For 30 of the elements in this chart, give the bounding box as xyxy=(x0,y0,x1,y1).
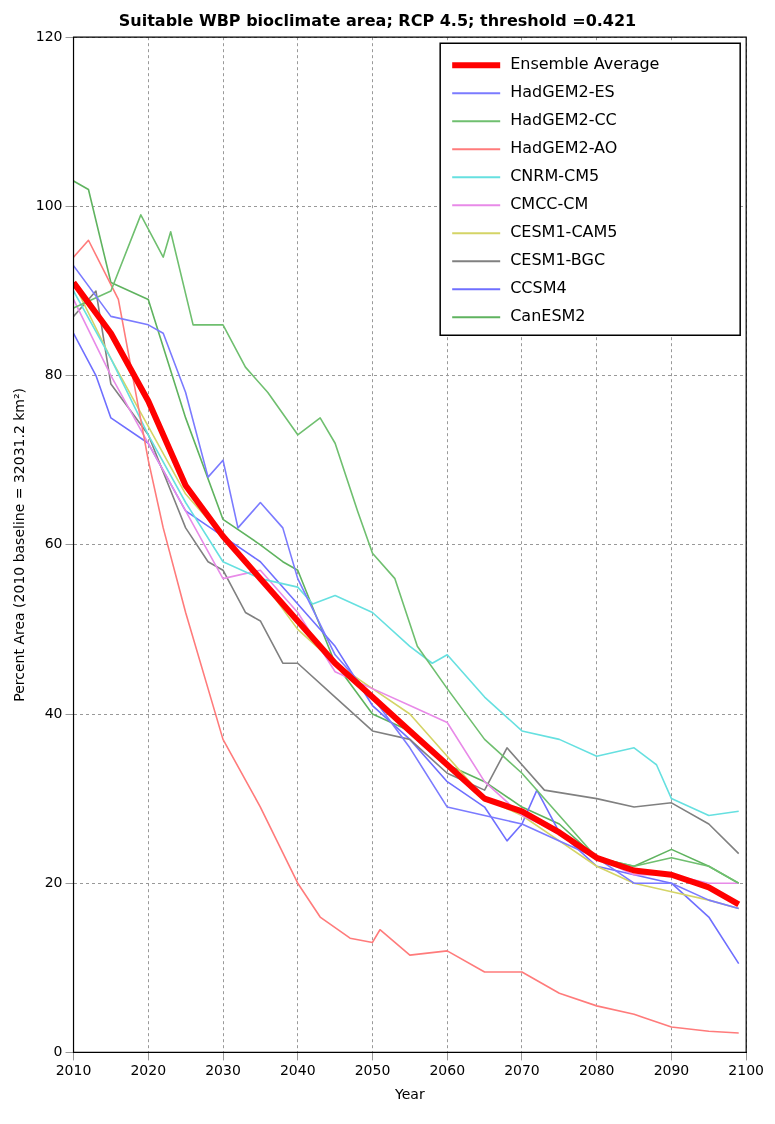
x-axis-title: Year xyxy=(394,1086,425,1103)
y-tick-label: 80 xyxy=(44,366,63,383)
x-tick-label: 2090 xyxy=(653,1062,690,1079)
y-tick-label: 100 xyxy=(35,197,63,214)
x-tick-label: 2010 xyxy=(55,1062,92,1079)
legend-label: CESM1-BGC xyxy=(510,250,606,270)
x-tick-label: 2100 xyxy=(728,1062,765,1079)
y-tick-label: 20 xyxy=(44,873,63,890)
x-tick-label: 2060 xyxy=(429,1062,466,1079)
legend-label: HadGEM2-AO xyxy=(510,138,618,158)
legend-label: CCSM4 xyxy=(510,278,567,298)
x-tick-label: 2080 xyxy=(578,1062,615,1079)
chart-title: Suitable WBP bioclimate area; RCP 4.5; threshold =0.421 xyxy=(118,10,637,30)
y-axis-title: Percent Area (2010 baseline = 32031.2 km²) xyxy=(11,387,28,702)
x-tick-label: 2030 xyxy=(205,1062,241,1079)
x-tick-label: 2070 xyxy=(504,1062,540,1079)
legend-label: CNRM-CM5 xyxy=(510,166,600,186)
legend-label: CMCC-CM xyxy=(510,194,589,214)
legend-label: CanESM2 xyxy=(510,306,586,326)
legend-label: HadGEM2-ES xyxy=(510,82,615,102)
legend-label: CESM1-CAM5 xyxy=(510,222,618,242)
x-tick-label: 2040 xyxy=(279,1062,316,1079)
legend-label: Ensemble Average xyxy=(510,54,660,74)
y-tick-label: 40 xyxy=(44,704,63,721)
y-tick-label: 120 xyxy=(35,27,63,44)
y-tick-label: 60 xyxy=(44,535,63,552)
legend-label: HadGEM2-CC xyxy=(510,110,617,130)
x-tick-label: 2020 xyxy=(130,1062,167,1079)
y-tick-label: 0 xyxy=(53,1043,63,1060)
x-tick-label: 2050 xyxy=(354,1062,391,1079)
